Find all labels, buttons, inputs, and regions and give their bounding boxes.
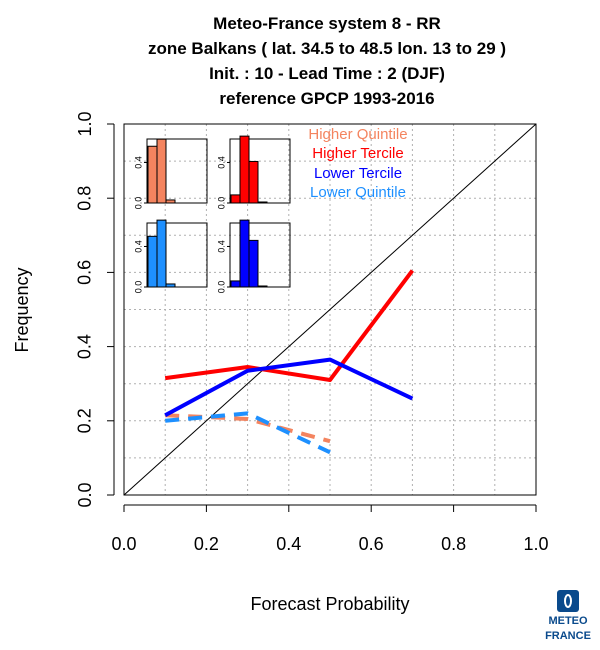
inset-bar	[147, 235, 158, 288]
legend-entry: Lower Quintile	[310, 184, 406, 201]
inset-tick-label: 0.0	[133, 281, 143, 294]
series-line-lower-tercile	[164, 357, 414, 417]
meteo-france-logo-icon	[557, 590, 579, 612]
inset-bar	[156, 138, 167, 204]
inset-bar	[230, 280, 241, 288]
y-tick-label: 1.0	[75, 111, 95, 136]
grid	[124, 124, 536, 495]
inset-frame	[146, 138, 208, 204]
inset-bar	[239, 135, 250, 204]
series-lines	[164, 269, 414, 455]
x-tick-label: 0.4	[276, 534, 301, 554]
legend-entry: Higher Quintile	[308, 126, 407, 143]
inset-histogram: 0.0 0.4	[133, 138, 208, 210]
inset-tick-label: 0.0	[133, 197, 143, 210]
y-tick-label: 0.6	[75, 260, 95, 285]
y-axis: 0.0 0.2 0.4 0.6 0.8 1.0	[75, 111, 115, 508]
inset-bar	[165, 283, 176, 288]
series-line-lower-quintile	[165, 411, 331, 455]
perfect-reliability-diagonal	[123, 123, 537, 496]
y-tick-label: 0.4	[75, 334, 95, 359]
x-tick-label: 1.0	[523, 534, 548, 554]
title-line-1: Meteo-France system 8 - RR	[213, 14, 441, 33]
inset-tick-label: 0.4	[133, 156, 143, 169]
y-tick-label: 0.8	[75, 186, 95, 211]
x-axis: 0.0 0.2 0.4 0.6 0.8 1.0	[111, 504, 549, 554]
inset-tick-label: 0.4	[216, 156, 226, 169]
inset-frame	[229, 222, 291, 288]
title-line-2: zone Balkans ( lat. 34.5 to 48.5 lon. 13…	[148, 39, 506, 58]
y-tick-label: 0.0	[75, 482, 95, 507]
inset-histogram: 0.0 0.4	[216, 219, 291, 294]
x-tick-label: 0.0	[111, 534, 136, 554]
inset-bar	[230, 194, 241, 204]
inset-bar	[257, 201, 268, 204]
x-axis-label: Forecast Probability	[250, 594, 409, 614]
inset-bar	[156, 219, 167, 288]
logo-text-line2: FRANCE	[545, 630, 591, 642]
inset-bar	[239, 219, 250, 288]
inset-histogram: 0.0 0.4	[216, 135, 291, 210]
inset-bar	[248, 239, 259, 288]
inset-frame	[146, 222, 208, 288]
y-axis-label: Frequency	[12, 267, 32, 352]
inset-tick-label: 0.4	[133, 240, 143, 253]
chart-title: Meteo-France system 8 - RR zone Balkans …	[148, 14, 506, 108]
title-line-3: Init. : 10 - Lead Time : 2 (DJF)	[209, 64, 445, 83]
meteo-france-logo: METEO FRANCE	[540, 590, 596, 642]
legend-entry: Higher Tercile	[312, 145, 403, 162]
inset-tick-label: 0.0	[216, 281, 226, 294]
y-tick-label: 0.2	[75, 408, 95, 433]
legend: Higher Quintile Higher Tercile Lower Terci…	[308, 126, 407, 201]
inset-frame	[229, 138, 291, 204]
inset-bar	[257, 285, 268, 288]
x-tick-label: 0.8	[441, 534, 466, 554]
series-line-higher-tercile	[164, 269, 414, 382]
logo-text-line1: METEO	[548, 615, 588, 627]
inset-bar	[165, 199, 176, 204]
x-tick-label: 0.6	[359, 534, 384, 554]
inset-bar	[248, 160, 259, 204]
inset-bar	[147, 145, 158, 204]
x-tick-label: 0.2	[194, 534, 219, 554]
inset-tick-label: 0.4	[216, 240, 226, 253]
histogram-insets: 0.0 0.4 0.0 0.4 0.0 0.4 0.0 0.4	[133, 135, 291, 294]
legend-entry: Lower Tercile	[314, 165, 402, 182]
plot-frame	[123, 123, 537, 496]
title-line-4: reference GPCP 1993-2016	[219, 89, 434, 108]
inset-histogram: 0.0 0.4	[133, 219, 208, 294]
inset-tick-label: 0.0	[216, 197, 226, 210]
